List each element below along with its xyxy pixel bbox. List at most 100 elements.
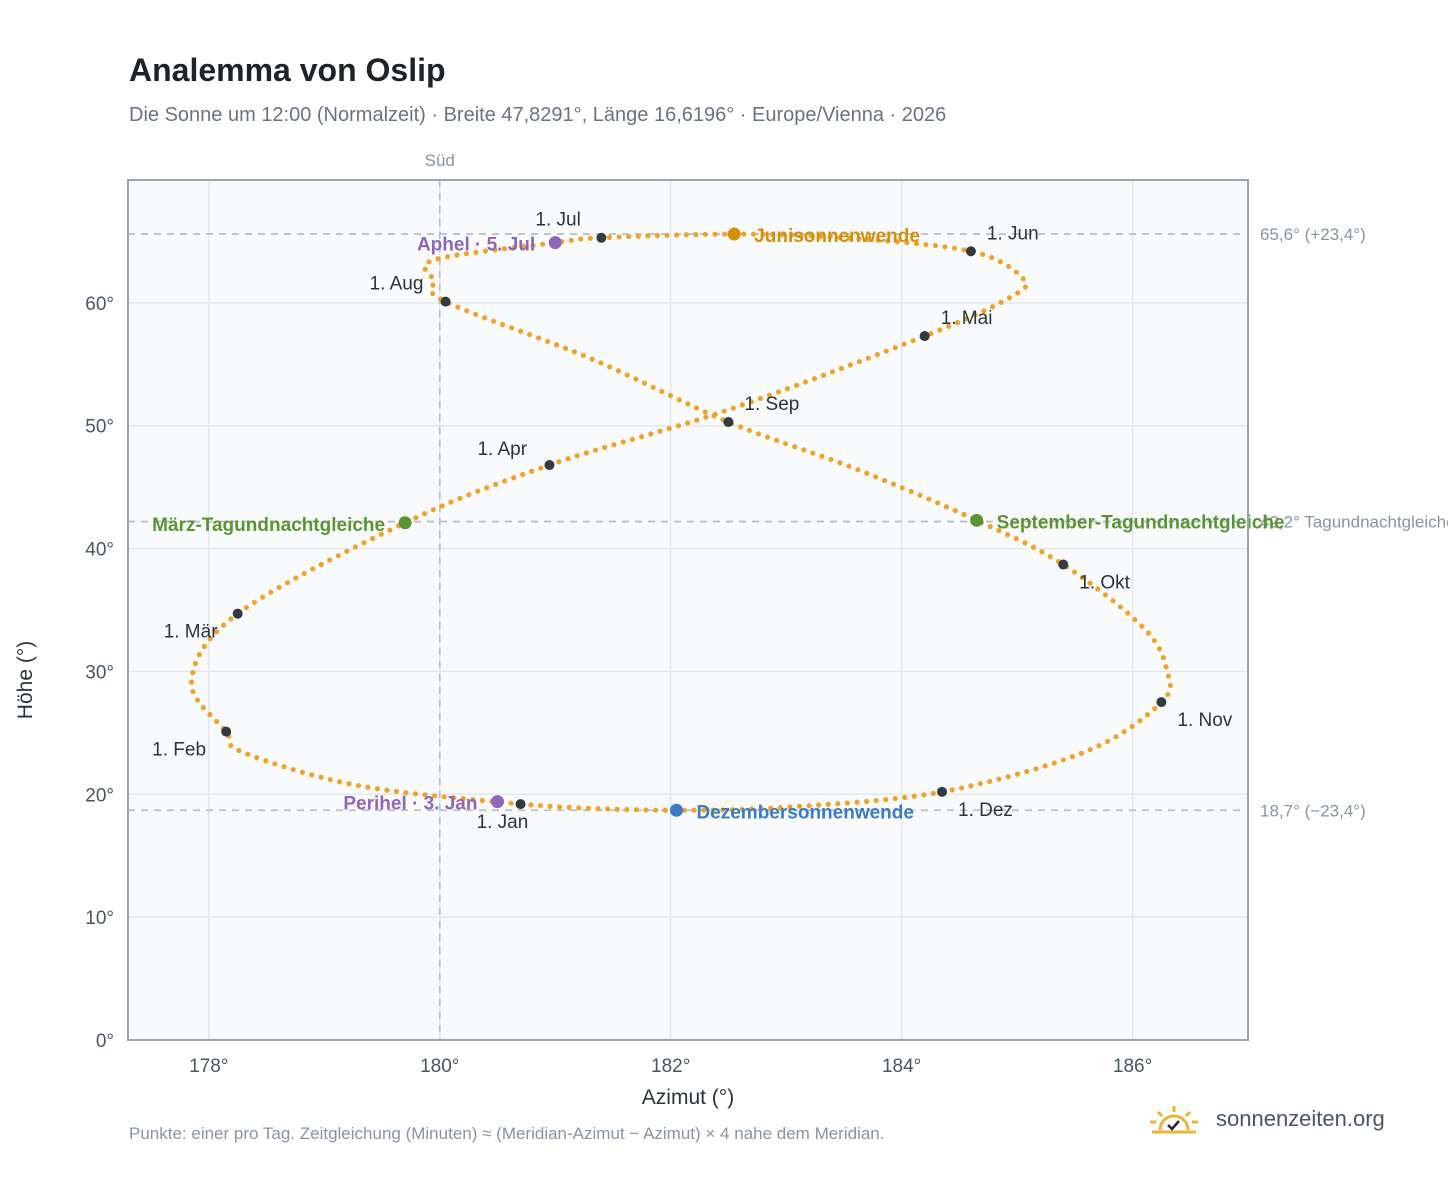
day-point xyxy=(1160,654,1166,661)
day-point xyxy=(309,772,315,778)
day-point xyxy=(562,345,569,351)
day-point xyxy=(259,594,266,600)
day-point xyxy=(943,504,950,510)
month-marker xyxy=(723,417,734,428)
y-tick-label: 20° xyxy=(85,785,114,806)
day-point xyxy=(633,807,639,813)
day-point xyxy=(1030,544,1037,550)
day-point xyxy=(701,807,707,813)
month-marker xyxy=(937,786,948,797)
day-point xyxy=(537,802,544,809)
day-point xyxy=(463,251,470,257)
day-point xyxy=(557,804,563,810)
day-point xyxy=(190,688,196,695)
day-point xyxy=(574,453,580,459)
day-point xyxy=(517,328,524,334)
day-point xyxy=(1051,760,1057,766)
day-point xyxy=(847,362,854,368)
day-point xyxy=(553,342,560,348)
day-point xyxy=(528,802,534,808)
day-point xyxy=(816,802,822,808)
day-point xyxy=(201,643,207,650)
day-point xyxy=(1087,580,1093,586)
month-label: 1. Jan xyxy=(477,812,529,833)
day-point xyxy=(865,236,872,243)
day-point xyxy=(565,456,571,462)
day-point xyxy=(214,629,220,635)
day-point xyxy=(890,481,897,487)
month-marker xyxy=(515,799,526,810)
day-point xyxy=(874,352,880,358)
day-point xyxy=(892,796,898,802)
day-point xyxy=(413,515,419,521)
month-label: 1. Dez xyxy=(958,800,1013,821)
day-point xyxy=(949,787,955,793)
event-marker xyxy=(398,516,412,530)
day-point xyxy=(657,428,663,434)
day-point xyxy=(977,781,983,787)
day-point xyxy=(1132,616,1138,623)
day-point xyxy=(787,804,793,810)
day-point xyxy=(482,315,488,321)
day-point xyxy=(720,807,726,813)
day-point xyxy=(430,282,436,288)
day-point xyxy=(1152,705,1158,712)
day-point xyxy=(430,507,436,513)
day-point xyxy=(190,670,196,676)
day-point xyxy=(881,477,888,484)
day-point xyxy=(894,239,900,245)
day-point xyxy=(961,247,967,253)
day-point xyxy=(844,800,851,806)
day-point xyxy=(702,231,709,237)
day-point xyxy=(802,379,809,385)
day-point xyxy=(659,388,665,395)
day-point xyxy=(667,393,674,399)
day-point xyxy=(639,434,645,440)
day-point xyxy=(355,782,362,789)
day-point xyxy=(602,444,608,451)
day-point xyxy=(643,807,649,813)
day-point xyxy=(902,794,908,801)
axes: 178° 180° 182° 184° 186° 0° 10° 20° 30° 40° 50° 60°… xyxy=(14,179,1249,1109)
brand-name: sonnenzeiten.org xyxy=(1216,1106,1385,1131)
day-point xyxy=(856,236,862,242)
day-point xyxy=(793,382,800,388)
day-point xyxy=(722,231,728,237)
day-point xyxy=(228,616,234,622)
day-point xyxy=(352,544,359,550)
day-point xyxy=(856,358,862,365)
day-point xyxy=(1014,771,1021,777)
day-point xyxy=(825,801,831,807)
month-label: 1. Mai xyxy=(941,308,993,329)
day-point xyxy=(741,231,747,237)
event-label: Dezembersonnenwende xyxy=(696,802,914,823)
day-point xyxy=(422,792,428,798)
day-point xyxy=(492,247,498,253)
day-point xyxy=(928,330,934,337)
day-point xyxy=(479,797,485,804)
month-marker xyxy=(919,331,930,342)
day-point xyxy=(511,475,517,481)
day-point xyxy=(921,792,927,798)
day-point xyxy=(996,527,1002,534)
day-point xyxy=(508,800,514,806)
day-point xyxy=(1121,729,1127,735)
day-point xyxy=(648,431,654,437)
day-point xyxy=(365,784,371,790)
day-point xyxy=(254,754,260,761)
day-point xyxy=(864,470,870,476)
brand[interactable]: sonnenzeiten.org xyxy=(1146,1102,1385,1136)
day-point xyxy=(587,235,593,241)
day-point xyxy=(620,439,626,445)
month-label: 1. Jun xyxy=(987,223,1039,244)
day-point xyxy=(464,308,470,314)
day-point xyxy=(1102,592,1109,598)
day-point xyxy=(806,803,812,809)
day-point xyxy=(501,246,508,252)
day-point xyxy=(961,511,967,518)
event-label: September-Tagundnachtgleiche xyxy=(997,512,1285,533)
day-point xyxy=(207,636,213,642)
day-point xyxy=(1013,269,1020,275)
day-point xyxy=(1006,263,1012,270)
day-point xyxy=(272,761,278,767)
